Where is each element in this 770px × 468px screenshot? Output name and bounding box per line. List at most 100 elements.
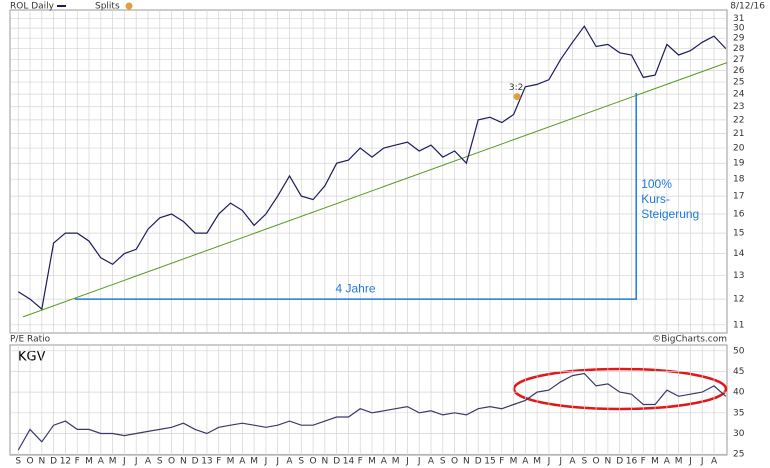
y-tick-label: 24 xyxy=(733,90,745,100)
x-tick-label: N xyxy=(321,457,328,467)
x-tick-label: M xyxy=(109,457,117,467)
x-tick-label: J xyxy=(264,457,268,467)
x-tick-label: 16 xyxy=(626,457,638,467)
x-tick-label: O xyxy=(27,457,34,467)
x-tick-label: A xyxy=(711,457,718,467)
pe-title: P/E Ratio xyxy=(10,335,51,345)
y-tick-label: 14 xyxy=(733,249,745,259)
y-tick-label: 50 xyxy=(733,346,745,356)
x-tick-label: A xyxy=(145,457,152,467)
annotation: Steigerung xyxy=(641,207,699,221)
y-tick-label: 23 xyxy=(733,102,744,112)
y-tick-label: 21 xyxy=(733,129,744,139)
y-tick-label: 28 xyxy=(733,44,745,54)
x-tick-label: A xyxy=(98,457,105,467)
x-tick-label: M xyxy=(227,457,235,467)
x-tick-label: 14 xyxy=(343,457,355,467)
x-tick-label: F xyxy=(641,457,646,467)
date: 8/12/16 xyxy=(730,2,765,12)
y-tick-label: 25 xyxy=(733,78,744,88)
annotation: Kurs- xyxy=(641,192,670,206)
x-tick-label: M xyxy=(250,457,258,467)
x-tick-label: S xyxy=(15,457,21,467)
x-tick-label: A xyxy=(664,457,671,467)
legend-label: ROL Daily xyxy=(10,2,55,12)
x-tick-label: 12 xyxy=(60,457,71,467)
x-tick-label: D xyxy=(50,457,57,467)
x-tick-label: M xyxy=(675,457,683,467)
x-tick-label: F xyxy=(75,457,80,467)
splits-icon xyxy=(125,2,133,10)
y-tick-label: 15 xyxy=(733,229,744,239)
x-tick-label: S xyxy=(581,457,587,467)
x-tick-label: N xyxy=(38,457,45,467)
pe-panel xyxy=(9,344,728,456)
y-tick-label: 29 xyxy=(733,34,745,44)
x-tick-label: F xyxy=(358,457,363,467)
y-tick-label: 20 xyxy=(733,144,745,154)
y-tick-label: 13 xyxy=(733,271,744,281)
y-tick-label: 19 xyxy=(733,159,745,169)
x-tick-label: M xyxy=(533,457,541,467)
x-tick-label: O xyxy=(451,457,458,467)
x-tick-label: O xyxy=(168,457,175,467)
x-tick-label: S xyxy=(298,457,304,467)
x-tick-label: A xyxy=(522,457,529,467)
x-tick-label: N xyxy=(605,457,612,467)
splits-label: Splits xyxy=(95,2,120,12)
y-tick-label: 17 xyxy=(733,192,744,202)
y-tick-label: 30 xyxy=(733,24,745,34)
x-tick-label: M xyxy=(510,457,518,467)
y-tick-label: 27 xyxy=(733,55,744,65)
credit: ©BigCharts.com xyxy=(652,335,727,345)
x-tick-label: J xyxy=(417,457,421,467)
y-tick-label: 18 xyxy=(733,175,745,185)
x-tick-label: J xyxy=(405,457,409,467)
y-tick-label: 12 xyxy=(733,295,744,305)
y-tick-label: 16 xyxy=(733,210,745,220)
x-tick-label: O xyxy=(310,457,317,467)
x-tick-label: A xyxy=(569,457,576,467)
x-tick-label: J xyxy=(688,457,692,467)
x-tick-label: J xyxy=(700,457,704,467)
x-tick-label: J xyxy=(134,457,138,467)
x-tick-label: M xyxy=(392,457,400,467)
x-tick-label: A xyxy=(239,457,246,467)
x-tick-label: N xyxy=(180,457,187,467)
x-tick-label: J xyxy=(558,457,562,467)
annotation: 4 Jahre xyxy=(336,281,376,295)
x-tick-label: F xyxy=(499,457,504,467)
x-tick-label: N xyxy=(463,457,470,467)
x-tick-label: M xyxy=(368,457,376,467)
x-tick-label: J xyxy=(275,457,279,467)
price-line xyxy=(17,372,727,451)
x-tick-label: D xyxy=(475,457,482,467)
y-tick-label: 31 xyxy=(733,14,744,24)
x-tick-label: A xyxy=(286,457,293,467)
x-tick-label: O xyxy=(593,457,600,467)
x-tick-label: M xyxy=(85,457,93,467)
y-tick-label: 26 xyxy=(733,66,745,76)
x-tick-label: 13 xyxy=(201,457,212,467)
y-tick-label: 45 xyxy=(733,367,744,377)
y-tick-label: 22 xyxy=(733,115,744,125)
x-tick-label: D xyxy=(616,457,623,467)
pe-label: KGV xyxy=(18,350,46,365)
split-label: 3:2 xyxy=(509,83,523,93)
trendline xyxy=(22,62,728,318)
annotation: 100% xyxy=(641,177,672,191)
bracket xyxy=(74,92,637,300)
y-tick-label: 25 xyxy=(733,450,744,460)
y-tick-label: 35 xyxy=(733,408,744,418)
x-tick-label: J xyxy=(122,457,126,467)
x-tick-label: J xyxy=(547,457,551,467)
x-tick-label: S xyxy=(440,457,446,467)
price-panel xyxy=(9,9,728,334)
x-tick-label: M xyxy=(651,457,659,467)
y-tick-label: 40 xyxy=(733,388,745,398)
y-tick-label: 30 xyxy=(733,429,745,439)
y-tick-label: 11 xyxy=(733,320,744,330)
x-tick-label: F xyxy=(216,457,221,467)
x-tick-label: D xyxy=(192,457,199,467)
